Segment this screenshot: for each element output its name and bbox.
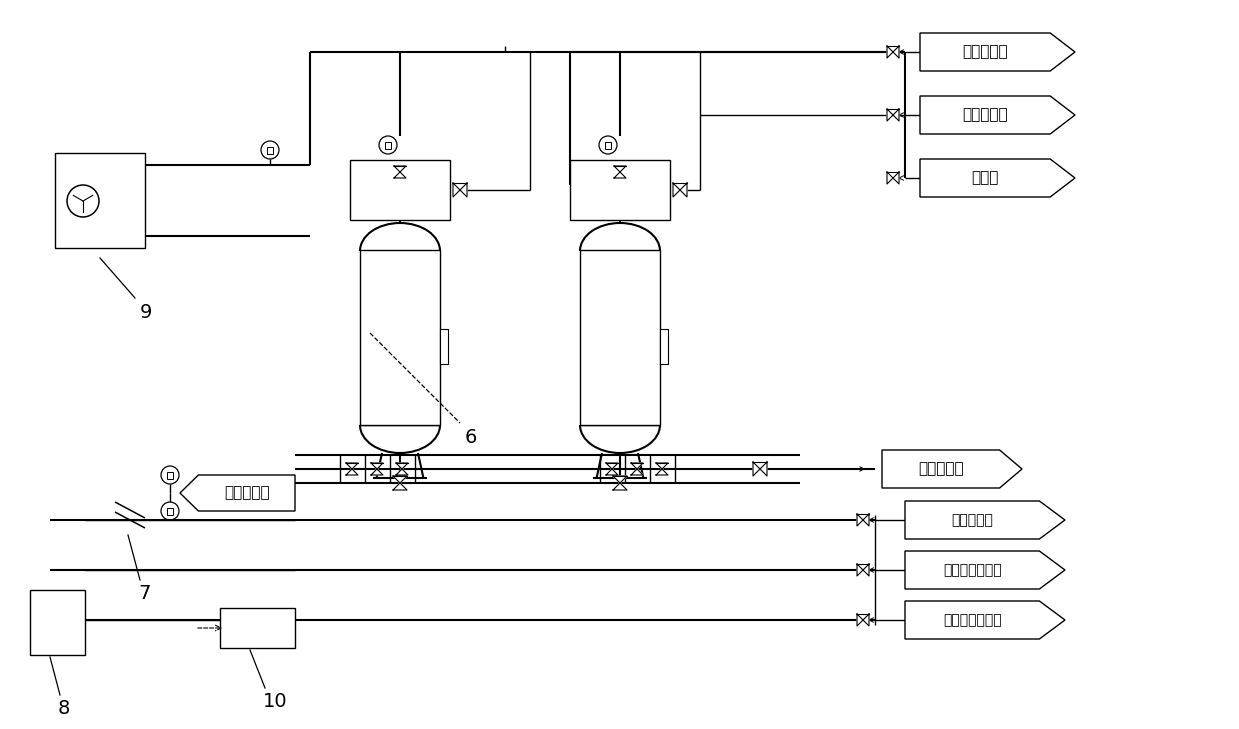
Polygon shape	[857, 514, 864, 526]
Polygon shape	[396, 463, 408, 469]
Bar	[385, 141, 392, 149]
Text: 外界自来水: 外界自来水	[224, 486, 270, 501]
Text: 合格润滑剂: 合格润滑剂	[918, 461, 964, 477]
Polygon shape	[346, 469, 358, 475]
Bar	[266, 147, 273, 154]
Polygon shape	[680, 183, 686, 197]
Text: 8: 8	[58, 699, 71, 718]
Bar	[361, 250, 440, 425]
Polygon shape	[753, 462, 760, 476]
Text: 7: 7	[138, 584, 150, 603]
Text: 6: 6	[465, 428, 477, 447]
Polygon shape	[615, 166, 626, 172]
Polygon shape	[393, 483, 406, 490]
Polygon shape	[887, 172, 893, 184]
Polygon shape	[613, 483, 627, 490]
Polygon shape	[370, 469, 383, 475]
Polygon shape	[615, 172, 626, 178]
Polygon shape	[882, 450, 1022, 488]
Polygon shape	[460, 183, 467, 197]
Polygon shape	[857, 564, 864, 576]
Polygon shape	[606, 469, 618, 475]
Polygon shape	[346, 463, 358, 469]
Polygon shape	[613, 476, 627, 483]
Bar	[660, 330, 668, 364]
Bar	[570, 160, 670, 220]
Bar	[580, 250, 660, 425]
Polygon shape	[904, 501, 1066, 539]
Bar	[30, 590, 85, 655]
Polygon shape	[904, 551, 1066, 589]
Text: 碱性再生剂: 碱性再生剂	[963, 44, 1007, 60]
Polygon shape	[887, 46, 893, 58]
Polygon shape	[921, 33, 1075, 71]
Bar	[349, 160, 450, 220]
Text: 反洗水: 反洗水	[971, 171, 999, 185]
Text: 10: 10	[263, 692, 287, 711]
Bar	[221, 608, 295, 648]
Polygon shape	[394, 172, 406, 178]
Polygon shape	[760, 462, 767, 476]
Polygon shape	[655, 469, 668, 475]
Polygon shape	[893, 109, 900, 121]
Polygon shape	[606, 463, 618, 469]
Polygon shape	[655, 463, 668, 469]
Polygon shape	[921, 96, 1075, 134]
Polygon shape	[453, 183, 460, 197]
Polygon shape	[893, 172, 900, 184]
Polygon shape	[857, 614, 864, 626]
Polygon shape	[396, 469, 408, 475]
Text: 放空润滑剂: 放空润滑剂	[952, 513, 994, 527]
Bar	[605, 141, 611, 149]
Polygon shape	[904, 601, 1066, 639]
Polygon shape	[921, 159, 1075, 197]
Bar	[167, 507, 173, 515]
Polygon shape	[631, 463, 643, 469]
Bar	[440, 330, 449, 364]
Text: 9: 9	[140, 303, 152, 322]
Bar	[167, 472, 173, 478]
Text: 酸性再生剂: 酸性再生剂	[963, 107, 1007, 122]
Polygon shape	[631, 469, 643, 475]
Polygon shape	[887, 109, 893, 121]
Text: 放空酸性再生剂: 放空酸性再生剂	[943, 613, 1001, 627]
Polygon shape	[673, 183, 680, 197]
Polygon shape	[394, 166, 406, 172]
Polygon shape	[893, 46, 900, 58]
Polygon shape	[864, 614, 869, 626]
Polygon shape	[180, 475, 295, 511]
Text: 放空碱性再生剂: 放空碱性再生剂	[943, 563, 1001, 577]
Polygon shape	[370, 463, 383, 469]
Polygon shape	[393, 476, 406, 483]
Polygon shape	[864, 514, 869, 526]
Bar	[55, 153, 145, 248]
Polygon shape	[864, 564, 869, 576]
